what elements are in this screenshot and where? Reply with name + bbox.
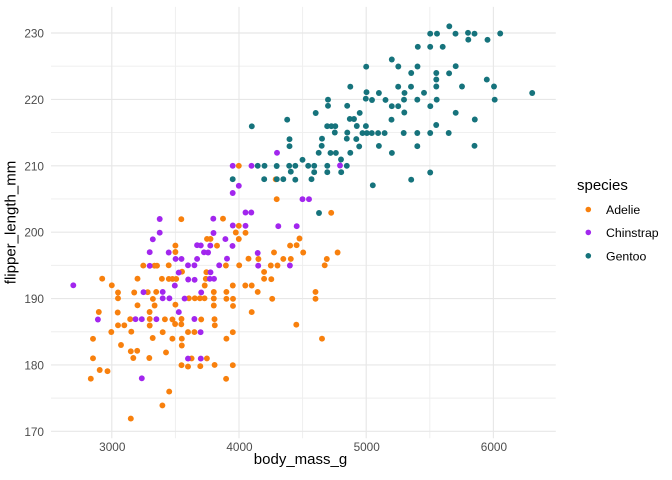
svg-text:180: 180 [24,358,44,372]
svg-text:200: 200 [24,226,44,240]
svg-text:210: 210 [24,159,44,173]
svg-text:Gentoo: Gentoo [606,250,646,264]
svg-text:5000: 5000 [354,440,381,454]
svg-text:Chinstrap: Chinstrap [606,226,659,240]
svg-text:Adelie: Adelie [606,203,640,217]
svg-text:190: 190 [24,292,44,306]
svg-text:220: 220 [24,93,44,107]
svg-text:body_mass_g: body_mass_g [254,451,347,468]
svg-text:species: species [577,177,628,194]
svg-text:flipper_length_mm: flipper_length_mm [3,161,20,284]
svg-text:230: 230 [24,27,44,41]
svg-text:4000: 4000 [226,440,253,454]
svg-text:3000: 3000 [99,440,126,454]
svg-text:6000: 6000 [481,440,508,454]
svg-text:170: 170 [24,425,44,439]
